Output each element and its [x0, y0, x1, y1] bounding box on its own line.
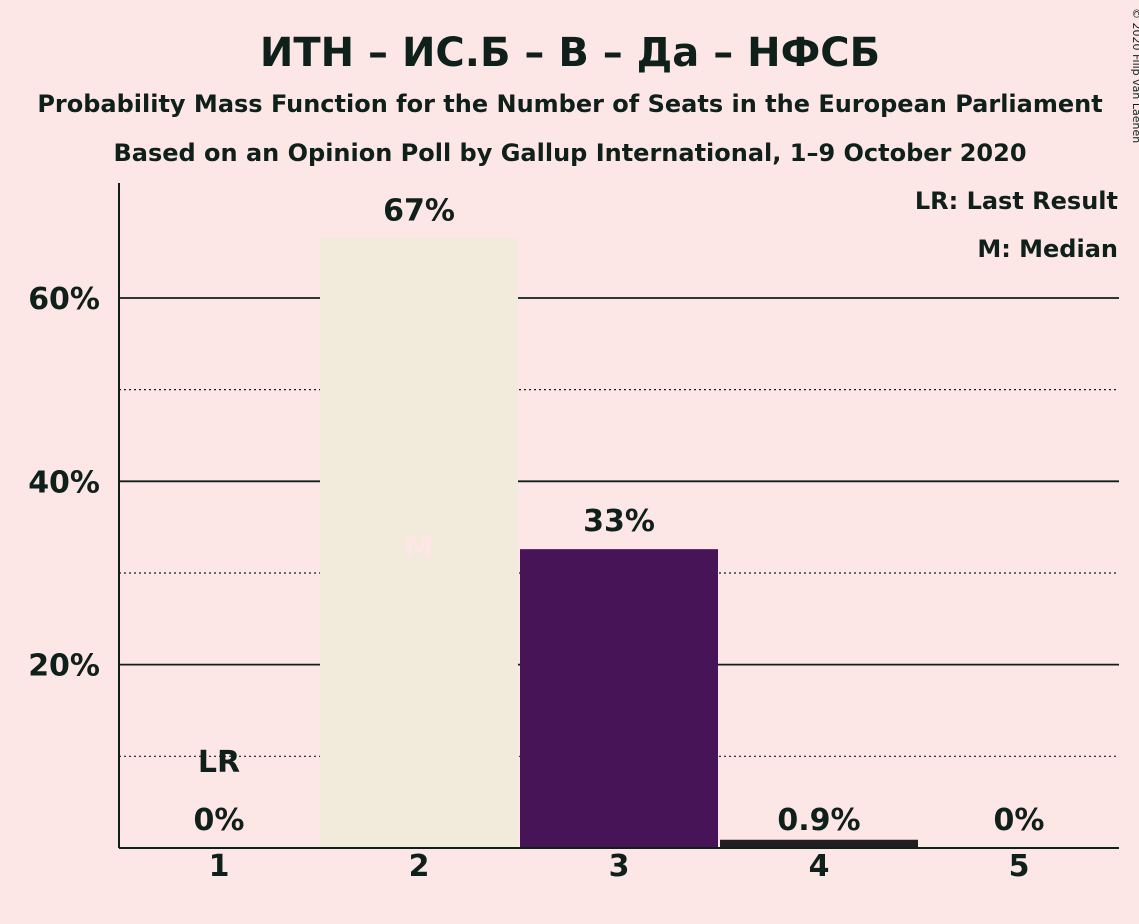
x-tick-label: 2: [409, 849, 430, 884]
y-tick-label: 60%: [28, 282, 100, 317]
chart-title: ИТН – ИС.Б – В – Да – НФСБ: [260, 30, 880, 76]
last-result-marker: LR: [198, 745, 240, 780]
copyright-note: © 2020 Filip van Laenen: [1130, 8, 1139, 143]
bar-2: [320, 238, 518, 848]
x-tick-label: 3: [609, 849, 630, 884]
data-label-2: 67%: [383, 193, 455, 228]
y-tick-label: 20%: [28, 649, 100, 684]
y-tick-label: 40%: [28, 465, 100, 500]
x-tick-label: 5: [1009, 849, 1030, 884]
data-label-3: 33%: [583, 504, 655, 539]
bar-3: [520, 549, 718, 848]
x-tick-labels: 1 2 3 4 5: [209, 849, 1030, 884]
bar-4: [720, 839, 918, 848]
chart-subtitle: Probability Mass Function for the Number…: [37, 90, 1102, 118]
legend-last-result: LR: Last Result: [915, 187, 1118, 215]
data-labels: 0% 67% 33% 0.9% 0% LR M: [194, 193, 1045, 838]
data-label-5: 0%: [994, 803, 1045, 838]
data-label-1: 0%: [194, 803, 245, 838]
legend-median: M: Median: [977, 235, 1118, 263]
x-tick-label: 1: [209, 849, 230, 884]
data-label-4: 0.9%: [777, 803, 860, 838]
median-marker: M: [404, 531, 434, 566]
chart-subtitle-2: Based on an Opinion Poll by Gallup Inter…: [113, 139, 1026, 167]
x-tick-label: 4: [809, 849, 830, 884]
y-tick-labels: 20% 40% 60%: [28, 282, 100, 684]
bars: [320, 238, 918, 848]
